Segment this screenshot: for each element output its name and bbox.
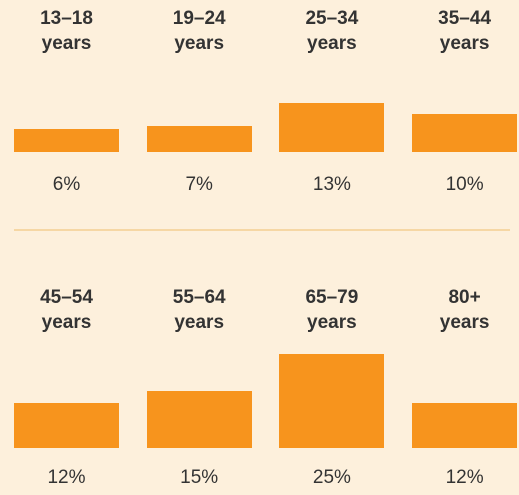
- value-label: 15%: [180, 467, 219, 488]
- value-label: 12%: [47, 467, 86, 488]
- bar: [14, 129, 119, 152]
- category-label: 80+ years: [439, 287, 490, 333]
- category-label: 19–24 years: [172, 8, 226, 54]
- value-label: 25%: [312, 467, 351, 488]
- category-label: 65–79 years: [305, 287, 359, 333]
- divider: [14, 229, 510, 231]
- value-label: 10%: [445, 174, 484, 195]
- bar: [412, 402, 518, 448]
- bar: [14, 402, 119, 448]
- value-label: 13%: [312, 174, 351, 195]
- value-label: 12%: [445, 467, 484, 488]
- category-label: 25–34 years: [305, 8, 359, 54]
- category-label: 13–18 years: [40, 8, 93, 54]
- bar: [279, 353, 385, 448]
- bar: [146, 391, 252, 448]
- value-label: 6%: [52, 174, 81, 195]
- value-label: 7%: [185, 174, 213, 195]
- bar: [412, 114, 518, 152]
- category-label: 35–44 years: [438, 8, 492, 54]
- category-label: 45–54 years: [40, 287, 93, 333]
- bar: [279, 102, 385, 152]
- category-label: 55–64 years: [172, 287, 226, 333]
- bar: [146, 125, 252, 152]
